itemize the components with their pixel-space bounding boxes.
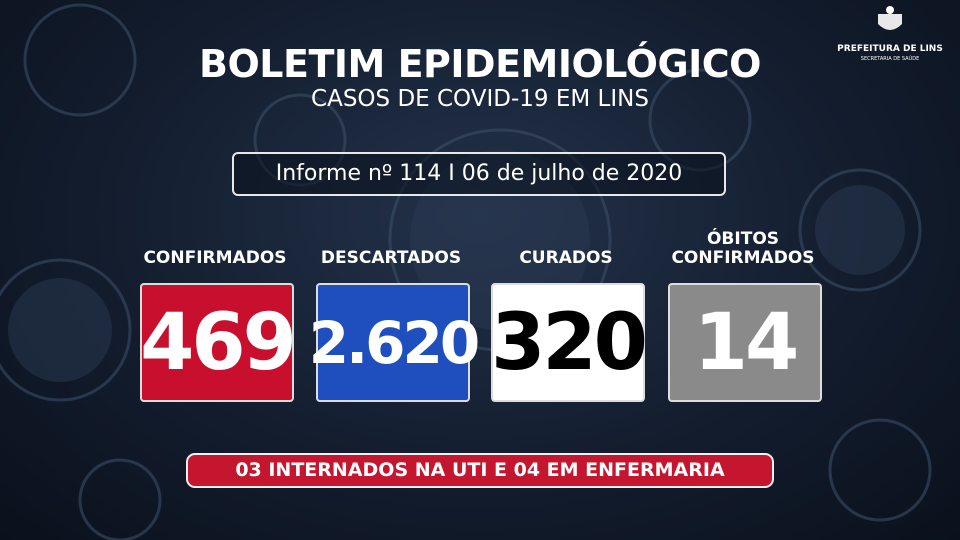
- card-label: DESCARTADOS: [291, 228, 491, 268]
- footer-banner: 03 INTERNADOS NA UTI E 04 EM ENFERMARIA: [186, 453, 774, 488]
- card-label-text: DESCARTADOS: [320, 248, 462, 268]
- title: BOLETIM EPIDEMIOLÓGICO: [199, 42, 761, 86]
- logo-emblem: [878, 6, 902, 30]
- card-value: 14: [668, 283, 822, 402]
- logo-name: PREFEITURA DE LINS: [837, 44, 943, 54]
- report-date: Informe nº 114 I 06 de julho de 2020: [232, 152, 726, 196]
- card-label-text: CONFIRMADOS: [143, 248, 287, 268]
- subtitle: CASOS DE COVID-19 EM LINS: [311, 86, 649, 112]
- card-label: ÓBITOS CONFIRMADOS: [643, 228, 843, 268]
- card-label-text: CURADOS: [519, 248, 613, 268]
- logo-department: SECRETARIA DE SAÚDE: [860, 56, 920, 62]
- card-value: 469: [140, 283, 297, 402]
- card-value: 2.620: [309, 283, 480, 402]
- card-label-text: ÓBITOS CONFIRMADOS: [671, 229, 815, 268]
- card-value: 320: [491, 283, 648, 402]
- card-label: CURADOS: [466, 228, 666, 268]
- card-label: CONFIRMADOS: [115, 228, 315, 268]
